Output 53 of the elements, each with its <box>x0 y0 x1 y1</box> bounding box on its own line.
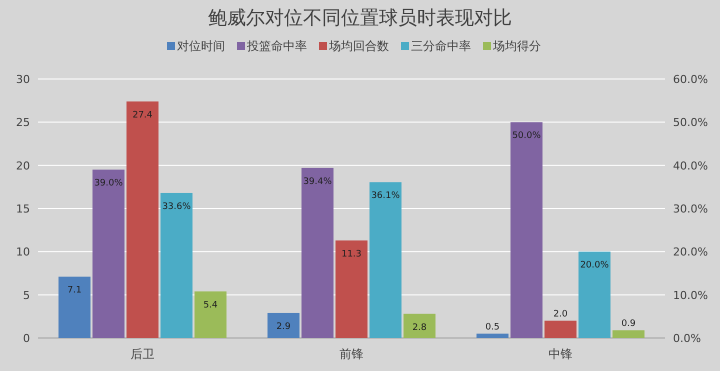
chart-title: 鲍威尔对位不同位置球员时表现对比 <box>208 7 512 29</box>
y-tick-label: 5 <box>23 288 30 302</box>
y-tick-label: 20 <box>16 159 30 172</box>
y2-tick-label: 30.0% <box>673 202 708 216</box>
data-label: 5.4 <box>203 300 218 310</box>
bar <box>58 276 90 338</box>
data-label: 39.4% <box>303 176 332 187</box>
y2-tick-label: 10.0% <box>673 288 708 302</box>
data-label: 33.6% <box>162 202 192 212</box>
data-label: 0.9 <box>621 319 636 330</box>
y2-tick-label: 60.0% <box>673 73 708 86</box>
bar <box>544 320 576 338</box>
bar <box>510 122 542 338</box>
legend-label: 三分命中率 <box>411 39 471 53</box>
y-tick-label: 15 <box>16 202 30 216</box>
y-tick-label: 0 <box>23 332 30 345</box>
data-label: 36.1% <box>371 191 400 202</box>
legend-label: 场均回合数 <box>328 39 389 53</box>
bar <box>268 312 300 338</box>
bar <box>126 101 158 338</box>
bar <box>92 170 124 338</box>
data-label: 11.3 <box>341 249 362 260</box>
bar <box>476 334 508 338</box>
data-label: 0.5 <box>485 322 500 333</box>
legend-label: 场均得分 <box>492 39 541 53</box>
y-tick-label: 10 <box>16 246 30 259</box>
legend-label: 对位时间 <box>177 39 225 53</box>
y-tick-label: 25 <box>16 116 30 130</box>
data-label: 2.8 <box>412 322 427 333</box>
data-label: 50.0% <box>512 131 542 142</box>
data-label: 27.4 <box>132 110 153 120</box>
y2-tick-label: 50.0% <box>673 116 708 130</box>
x-tick-label: 前锋 <box>340 347 364 361</box>
x-tick-label: 中锋 <box>548 347 572 361</box>
x-tick-label: 后卫 <box>130 347 154 361</box>
bar <box>160 192 192 338</box>
bar <box>612 330 644 338</box>
y2-tick-label: 40.0% <box>673 159 708 172</box>
bar <box>194 291 226 338</box>
data-label: 2.0 <box>553 310 568 320</box>
y2-tick-label: 0.0% <box>673 332 701 345</box>
bar <box>302 168 334 338</box>
bar <box>370 182 402 338</box>
bar <box>404 314 436 338</box>
data-label: 2.9 <box>276 322 291 332</box>
data-label: 20.0% <box>580 260 610 271</box>
legend-label: 投篮命中率 <box>246 39 307 53</box>
y-tick-label: 30 <box>16 73 30 86</box>
data-label: 7.1 <box>67 286 82 296</box>
bar <box>578 252 610 338</box>
bar <box>336 240 368 338</box>
data-label: 39.0% <box>94 178 124 189</box>
y2-tick-label: 20.0% <box>673 246 708 259</box>
